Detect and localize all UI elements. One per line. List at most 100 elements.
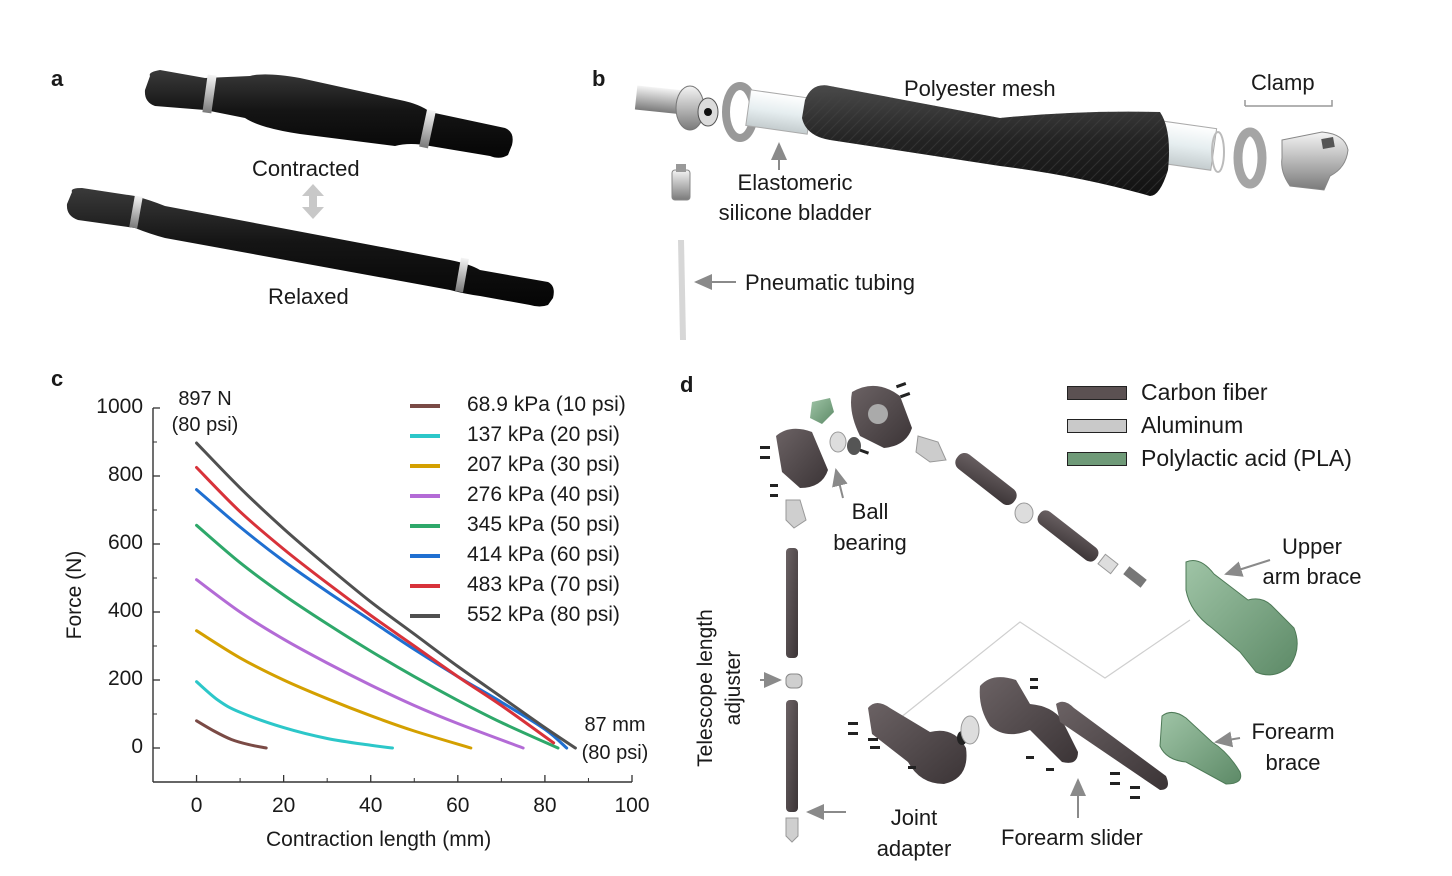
forearm-brace [1159, 712, 1242, 785]
y-tick-label: 800 [107, 463, 143, 486]
telescope-adjuster [785, 499, 807, 843]
material-swatch-2 [1067, 419, 1127, 433]
x-axis-title: Contraction length (mm) [266, 828, 492, 851]
legend-swatch-5 [410, 524, 440, 528]
left-end-fitting [634, 85, 719, 131]
contracted-clamp-right [419, 109, 436, 149]
state-change-arrow [302, 184, 324, 219]
forearm-brace-label: Forearm brace [1238, 716, 1348, 778]
relaxed-clamp-right [455, 257, 469, 293]
telescope-label-line1: Telescope length [694, 609, 717, 767]
forearm-brace-label-line2: brace [1265, 750, 1321, 775]
bladder-label: Elastomeric silicone bladder [700, 168, 890, 228]
forearm-brace-label-line1: Forearm [1251, 719, 1335, 744]
clamp-label: Clamp [1251, 70, 1315, 95]
legend-label-1: 68.9 kPa (10 psi) [467, 393, 626, 416]
telescope-label: Telescope length adjuster [692, 598, 748, 778]
forearm-parts [848, 677, 1168, 799]
material-label-3: Polylactic acid (PLA) [1141, 445, 1352, 471]
right-clamp [1233, 127, 1267, 189]
legend-label-2: 137 kPa (20 psi) [467, 423, 620, 446]
relaxed-clamp-left [129, 195, 143, 229]
x-tick-label: 60 [446, 794, 470, 817]
legend-label-7: 483 kPa (70 psi) [467, 573, 620, 596]
panel-c-letter: c [51, 366, 64, 391]
pneumatic-tube [678, 239, 686, 341]
y-tick-label: 600 [107, 531, 143, 554]
ball-bearing-label: Ball bearing [820, 496, 920, 558]
legend-label-3: 207 kPa (30 psi) [467, 453, 620, 476]
forearm-slider-label: Forearm slider [1001, 825, 1143, 850]
bladder-label-line2: silicone bladder [718, 200, 872, 225]
joint-adapter-label-line2: adapter [876, 836, 952, 861]
legend-swatch-8 [410, 614, 440, 618]
series-line-7 [195, 466, 556, 745]
upper-arm-brace-label-line2: arm brace [1262, 564, 1362, 589]
annotation-max-force-line2: (80 psi) [171, 414, 239, 436]
legend-label-5: 345 kPa (50 psi) [467, 513, 620, 536]
telescope-label-line2: adjuster [722, 650, 745, 726]
joint-adapter-label-line1: Joint [890, 805, 938, 830]
annotation-max-force: 897 N (80 psi) [160, 386, 250, 438]
legend-label-8: 552 kPa (80 psi) [467, 603, 620, 626]
polyester-mesh [802, 85, 1169, 196]
legend-swatch-1 [410, 404, 440, 408]
series-line-4 [195, 578, 525, 750]
relaxed-label: Relaxed [268, 284, 349, 309]
upper-arm-brace [1185, 560, 1298, 676]
x-tick-label: 80 [533, 794, 557, 817]
ball-bearing-label-line1: Ball [851, 499, 889, 524]
contracted-label: Contracted [252, 156, 360, 181]
series-line-1 [195, 719, 268, 750]
annotation-max-length-line2: (80 psi) [581, 742, 649, 764]
legend-label-4: 276 kPa (40 psi) [467, 483, 620, 506]
series-line-5 [195, 523, 560, 750]
legend-swatch-3 [410, 464, 440, 468]
series-line-8 [195, 441, 577, 750]
polyester-mesh-label: Polyester mesh [904, 76, 1056, 101]
y-tick-label: 1000 [96, 395, 143, 418]
bladder-label-line1: Elastomeric [737, 170, 853, 195]
contracted-muscle [144, 70, 513, 158]
upper-arm-brace-label-line1: Upper [1282, 534, 1342, 559]
upper-arm-tubes [955, 452, 1147, 588]
series-line-2 [195, 680, 394, 750]
x-tick-label: 0 [190, 794, 203, 817]
legend-swatch-7 [410, 584, 440, 588]
material-label-2: Aluminum [1141, 412, 1244, 438]
panel-d-letter: d [680, 372, 694, 397]
ball-bearing-label-line2: bearing [833, 530, 907, 555]
y-tick-label: 400 [107, 599, 143, 622]
legend-swatch-6 [410, 554, 440, 558]
relaxed-muscle [66, 188, 554, 307]
panel-a-letter: a [51, 66, 64, 91]
y-tick-label: 0 [131, 735, 143, 758]
material-swatch-3 [1067, 452, 1127, 466]
x-tick-label: 40 [359, 794, 383, 817]
series-line-3 [195, 629, 473, 750]
tubing-connector [671, 164, 691, 201]
legend-label-6: 414 kPa (60 psi) [467, 543, 620, 566]
annotation-max-length: 87 mm (80 psi) [570, 711, 660, 767]
upper-arm-brace-label: Upper arm brace [1248, 532, 1376, 592]
material-swatch-1 [1067, 386, 1127, 400]
annotation-max-force-line1: 897 N [178, 388, 232, 410]
series-line-6 [195, 488, 569, 750]
y-tick-label: 200 [107, 667, 143, 690]
tubing-label: Pneumatic tubing [745, 270, 915, 295]
shoulder-joint-parts [760, 382, 947, 497]
legend-swatch-4 [410, 494, 440, 498]
annotation-max-length-line1: 87 mm [584, 714, 646, 736]
contracted-clamp-left [202, 74, 217, 114]
legend-swatch-2 [410, 434, 440, 438]
x-tick-label: 100 [614, 794, 650, 817]
material-label-1: Carbon fiber [1141, 379, 1268, 405]
panel-b-letter: b [592, 66, 606, 91]
x-tick-label: 20 [271, 794, 296, 817]
joint-adapter-label: Joint adapter [862, 802, 966, 864]
right-end-fitting [1281, 131, 1349, 191]
